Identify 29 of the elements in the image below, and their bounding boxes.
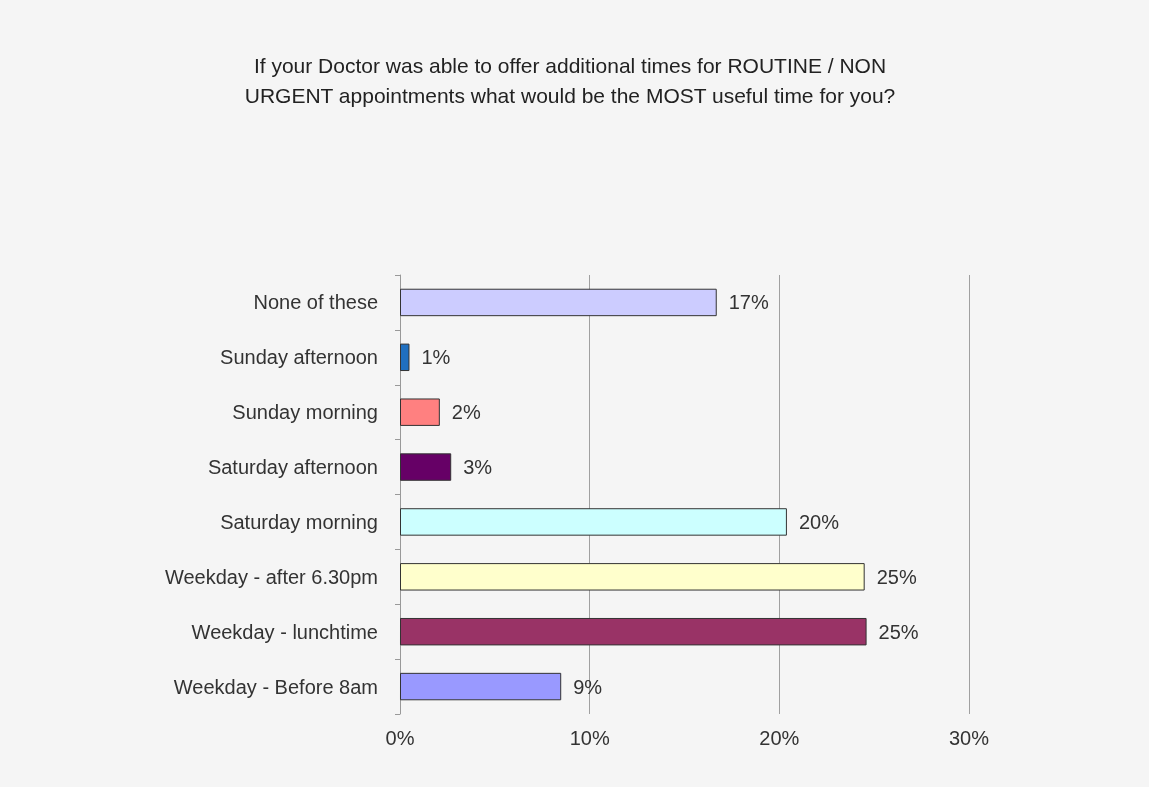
x-tick-label: 10% bbox=[569, 727, 610, 749]
y-tick-label: None of these bbox=[253, 291, 378, 314]
bar bbox=[400, 398, 440, 426]
data-label: 17% bbox=[728, 291, 769, 314]
x-tick-label: 30% bbox=[948, 727, 990, 749]
data-label: 1% bbox=[421, 346, 451, 369]
y-tick-label: Weekday - Before 8am bbox=[173, 675, 378, 698]
data-label: 3% bbox=[463, 456, 493, 479]
data-label: 9% bbox=[573, 675, 603, 698]
bar bbox=[400, 617, 867, 646]
y-tick-label: Sunday afternoon bbox=[220, 346, 378, 369]
y-tick-label: Saturday morning bbox=[220, 510, 378, 533]
bar bbox=[400, 343, 410, 372]
chart-title: If your Doctor was able to offer additional times for ROUTINE / NON URGENT appointments what would be the MOST useful time for you? bbox=[244, 53, 896, 107]
y-tick-label: Saturday afternoon bbox=[207, 456, 378, 479]
bar bbox=[400, 453, 452, 481]
data-label: 25% bbox=[878, 620, 919, 643]
data-label: 2% bbox=[451, 401, 481, 424]
y-tick-label: Weekday - lunchtime bbox=[191, 620, 378, 643]
y-tick-label: Weekday - after 6.30pm bbox=[164, 565, 378, 588]
x-tick-label: 20% bbox=[759, 727, 800, 749]
bar bbox=[400, 508, 787, 536]
y-tick-label: Sunday morning bbox=[232, 401, 378, 424]
bar bbox=[400, 563, 865, 591]
bar bbox=[400, 672, 562, 701]
data-label: 20% bbox=[798, 510, 840, 533]
bar bbox=[400, 288, 717, 317]
data-label: 25% bbox=[876, 565, 917, 588]
x-tick-label: 0% bbox=[385, 727, 415, 749]
